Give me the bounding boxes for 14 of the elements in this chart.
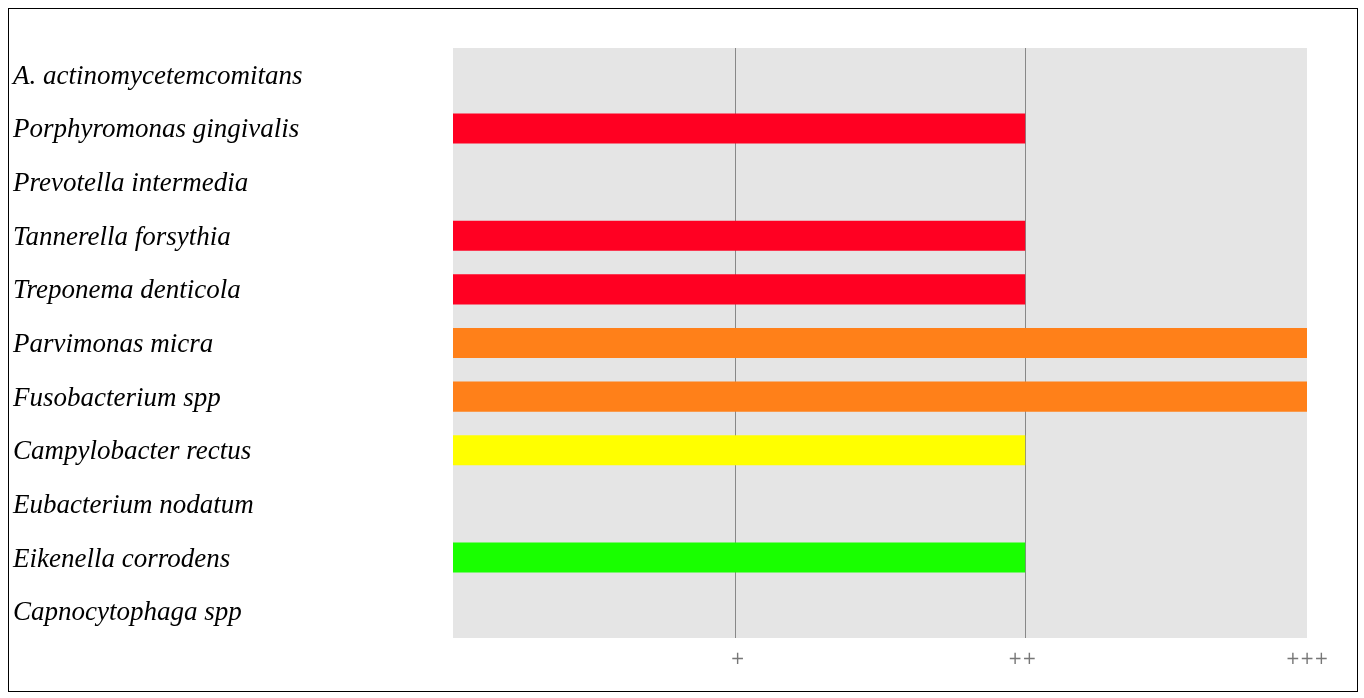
y-tick-label: Fusobacterium spp	[13, 380, 221, 414]
y-tick-label: Campylobacter rectus	[13, 434, 252, 468]
text: +	[730, 648, 745, 669]
y-tick-label: Parvimonas micra	[13, 327, 214, 360]
text: ++	[1008, 648, 1037, 669]
y-tick-label: Eikenella corrodens	[13, 541, 231, 575]
y-tick-label: Treponema denticola	[13, 273, 241, 307]
text: +++	[1285, 648, 1329, 669]
y-tick-label: A. actinomycetemcomitans	[13, 58, 303, 92]
y-tick-label: Tannerella forsythia	[13, 219, 231, 253]
y-tick-label: Eubacterium nodatum	[13, 487, 254, 521]
y-tick-label: Prevotella intermedia	[13, 166, 249, 200]
y-tick-label: Capnocytophaga spp	[13, 595, 242, 629]
y-tick-label: Porphyromonas gingivalis	[13, 112, 300, 146]
